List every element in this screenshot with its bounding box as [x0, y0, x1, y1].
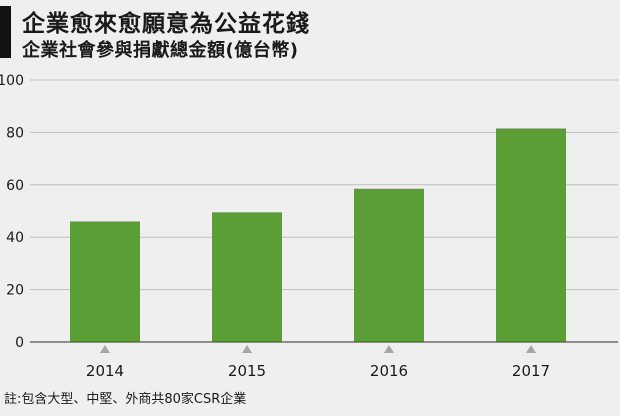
x-axis-tick-labels: 2014 2015 2016 2017: [86, 345, 550, 380]
x-tick-marker-2014: [100, 345, 110, 353]
x-tick-label: 2016: [370, 362, 408, 380]
x-tick-label: 2017: [512, 362, 550, 380]
y-tick-label: 40: [6, 230, 24, 246]
x-tick-label: 2014: [86, 362, 124, 380]
y-tick-label: 60: [6, 178, 24, 194]
footnote: 註:包含大型、中堅、外商共80家CSR企業: [4, 392, 247, 407]
chart-subtitle: 企業社會參與捐獻總金額(億台幣): [22, 40, 299, 61]
bar-2015: [212, 212, 282, 342]
y-tick-label: 0: [15, 335, 24, 351]
title-accent-bar: [0, 6, 11, 58]
bar-2017: [496, 128, 566, 342]
bar-2014: [70, 221, 140, 342]
x-tick-marker-2015: [242, 345, 252, 353]
chart-title: 企業愈來愈願意為公益花錢: [22, 11, 310, 37]
x-tick-marker-2016: [384, 345, 394, 353]
y-tick-label: 100: [0, 73, 24, 89]
y-tick-label: 20: [6, 283, 24, 299]
x-tick-label: 2015: [228, 362, 266, 380]
bar-2016: [354, 188, 424, 342]
y-tick-label: 80: [6, 125, 24, 141]
bars: [70, 128, 566, 342]
y-axis-tick-labels: 0 20 40 60 80 100: [0, 73, 24, 351]
x-tick-marker-2017: [526, 345, 536, 353]
